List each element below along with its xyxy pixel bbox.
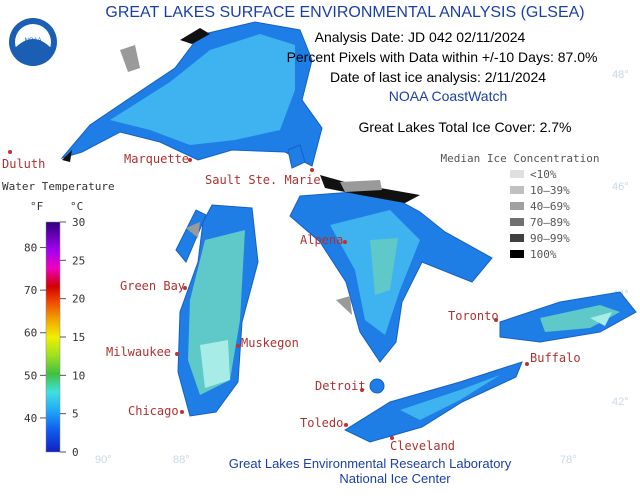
lake-michigan xyxy=(175,204,259,417)
cities: Duluth Marquette Sault Ste. Marie Alpena… xyxy=(2,150,581,453)
lake-st-clair xyxy=(369,378,385,394)
f-tick-label: 70 xyxy=(24,284,37,297)
title: GREAT LAKES SURFACE ENVIRONMENTAL ANALYS… xyxy=(105,4,584,21)
unit-label: °C xyxy=(70,200,83,213)
c-tick-label: 25 xyxy=(72,254,85,267)
city-dot xyxy=(175,352,179,356)
city-label: Chicago xyxy=(128,404,179,418)
city-dot xyxy=(8,150,12,154)
city-label: Toledo xyxy=(300,416,343,430)
lake-superior xyxy=(60,21,323,169)
percent-pixels: Percent Pixels with Data within +/-10 Da… xyxy=(287,49,598,65)
c-tick-label: 20 xyxy=(72,293,85,306)
color-bar xyxy=(45,221,61,453)
city-dot xyxy=(183,286,187,290)
ice-legend-label: 40–69% xyxy=(530,200,570,213)
city-label: Detroit xyxy=(315,379,366,393)
city-dot xyxy=(525,362,529,366)
swatch xyxy=(510,250,524,258)
city-label: Toronto xyxy=(448,309,499,323)
graticule-label: 90° xyxy=(95,454,112,466)
lake-erie xyxy=(343,361,523,443)
scale-title: Water Temperature xyxy=(2,180,115,193)
ice-legend-label: 70–89% xyxy=(530,216,570,229)
swatch xyxy=(510,186,524,194)
swatch xyxy=(510,234,524,242)
city-dot xyxy=(180,410,184,414)
city-dot xyxy=(236,344,240,348)
unit-label: °F xyxy=(30,200,43,213)
graticule-label: 78° xyxy=(560,454,577,466)
ice-legend-label: 10–39% xyxy=(530,184,570,197)
c-tick-label: 30 xyxy=(72,216,85,229)
analysis-date: Analysis Date: JD 042 02/11/2024 xyxy=(315,29,526,45)
city-dot xyxy=(343,240,347,244)
temperature-scale: Water Temperature °F °C 3025201510508070… xyxy=(2,180,115,459)
graticule-label: 46° xyxy=(612,181,629,193)
city-label: Alpena xyxy=(300,233,343,247)
city-label: Green Bay xyxy=(120,279,185,293)
c-tick-label: 15 xyxy=(72,331,85,344)
swatch xyxy=(510,218,524,226)
f-tick-label: 40 xyxy=(24,412,37,425)
city-label: Marquette xyxy=(124,152,189,166)
city-label: Buffalo xyxy=(530,351,581,365)
f-tick-label: 80 xyxy=(24,242,37,255)
ice-cover: Great Lakes Total Ice Cover: 2.7% xyxy=(359,119,572,135)
logo-text: NOAA xyxy=(24,38,41,44)
graticule-label: 42° xyxy=(612,396,629,408)
city-dot xyxy=(188,158,192,162)
city-dot xyxy=(344,423,348,427)
city-label: Milwaukee xyxy=(106,345,171,359)
city-label: Muskegon xyxy=(241,336,299,350)
ice-legend-label: <10% xyxy=(530,168,557,181)
coastwatch: NOAA CoastWatch xyxy=(389,88,508,104)
ice-legend-label: 90–99% xyxy=(530,232,570,245)
city-dot xyxy=(310,168,314,172)
city-label: Cleveland xyxy=(390,439,455,453)
city-dot xyxy=(390,436,394,440)
last-ice: Date of last ice analysis: 2/11/2024 xyxy=(330,69,546,85)
graticule-label: 48° xyxy=(612,69,629,81)
swatch xyxy=(510,202,524,210)
city-dot xyxy=(494,318,498,322)
city-dot xyxy=(360,388,364,392)
f-tick-label: 60 xyxy=(24,327,37,340)
graticule-label: 88° xyxy=(173,454,190,466)
swatch xyxy=(510,170,524,178)
noaa-logo: NOAA xyxy=(9,18,57,66)
lake-ontario xyxy=(499,291,637,343)
ice-legend: Median Ice Concentration <10% 10–39% 40–… xyxy=(441,152,600,261)
footer-line: National Ice Center xyxy=(339,471,451,486)
c-tick-label: 5 xyxy=(72,408,79,421)
ice-legend-label: 100% xyxy=(530,248,557,261)
city-label: Duluth xyxy=(2,157,45,171)
ice-legend-title: Median Ice Concentration xyxy=(441,152,600,165)
footer-line: Great Lakes Environmental Research Labor… xyxy=(229,456,512,471)
f-tick-label: 50 xyxy=(24,369,37,382)
c-tick-label: 10 xyxy=(72,369,85,382)
lake-huron xyxy=(289,175,493,363)
c-tick-label: 0 xyxy=(72,446,79,459)
city-label: Sault Ste. Marie xyxy=(205,173,321,187)
